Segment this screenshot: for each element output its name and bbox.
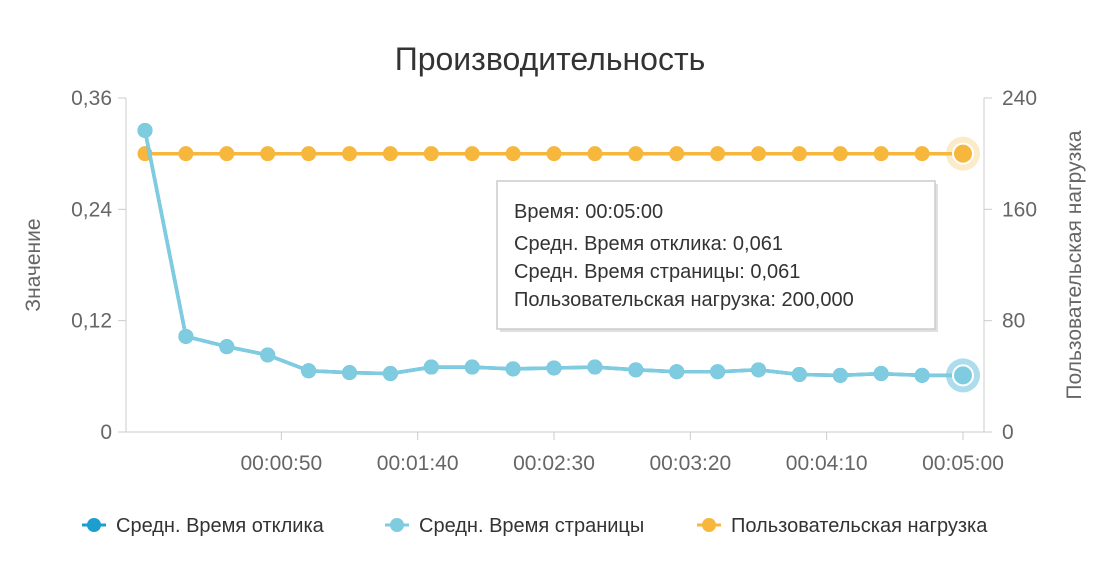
right-tick-label: 240 [1002,87,1037,110]
right-tick-label: 160 [1002,198,1037,221]
data-point [219,339,235,355]
data-point [952,142,974,165]
data-point [873,146,889,162]
right-tick-label: 80 [1002,310,1025,333]
data-point [791,366,807,382]
data-point [914,367,930,383]
data-point [832,367,848,383]
data-point [952,364,974,387]
right-axis-label: Пользовательская нагрузка [1063,130,1086,399]
data-point [382,146,398,162]
data-point [505,146,521,162]
data-point [832,146,848,162]
x-tick-label: 00:01:40 [377,452,459,475]
data-point [342,146,357,162]
data-point [546,146,562,162]
data-point [505,361,521,377]
legend-label: Пользовательская нагрузка [731,515,988,537]
data-point [423,146,439,162]
legend-label: Средн. Время отклика [116,515,325,537]
data-point [423,359,439,375]
legend-item: Пользовательская нагрузка [697,515,988,537]
left-tick-label: 0,12 [71,310,112,333]
data-point [260,347,276,363]
data-point [710,364,726,380]
x-tick-label: 00:02:30 [513,452,595,475]
left-tick-label: 0,24 [71,198,112,221]
data-point [464,359,480,375]
data-point [628,362,644,378]
data-point [751,362,766,378]
legend-item: Средн. Время отклика [82,515,325,537]
data-point [178,146,194,162]
data-point [301,146,317,162]
data-point [342,365,357,381]
left-tick-label: 0 [100,421,112,444]
chart-title: Производительность [395,41,706,77]
data-point [587,359,603,375]
data-point [791,146,807,162]
data-point [464,146,480,162]
legend-marker [702,518,716,532]
x-tick-label: 00:05:00 [922,452,1004,475]
data-point [628,146,644,162]
data-point [751,146,766,162]
tooltip-box [496,180,936,330]
data-point [260,146,276,162]
data-point [710,146,726,162]
right-tick-label: 0 [1002,421,1014,444]
data-point [669,146,685,162]
left-tick-label: 0,36 [71,87,112,110]
tooltip-line: Средн. Время отклика: 0,061 [514,233,783,255]
data-point [669,364,685,380]
data-point [914,146,930,162]
data-point [301,363,317,379]
tooltip-time: Время: 00:05:00 [514,201,663,223]
tooltip: Время: 00:05:00 Средн. Время отклика: 0,0… [496,180,938,332]
legend-marker [87,518,101,532]
x-tick-label: 00:03:20 [649,452,731,475]
data-point [137,122,153,138]
legend-label: Средн. Время страницы [419,515,644,537]
data-point [587,146,603,162]
tooltip-line: Пользовательская нагрузка: 200,000 [514,289,854,311]
legend-marker [390,518,404,532]
tooltip-line: Средн. Время страницы: 0,061 [514,261,800,283]
data-point [178,328,194,344]
data-point [546,360,562,376]
data-point [873,366,889,382]
x-tick-label: 00:04:10 [786,452,868,475]
x-tick-label: 00:00:50 [240,452,322,475]
left-axis-label: Значение [22,218,45,311]
data-point [219,146,235,162]
data-point [382,366,398,382]
legend-item: Средн. Время страницы [385,515,644,537]
